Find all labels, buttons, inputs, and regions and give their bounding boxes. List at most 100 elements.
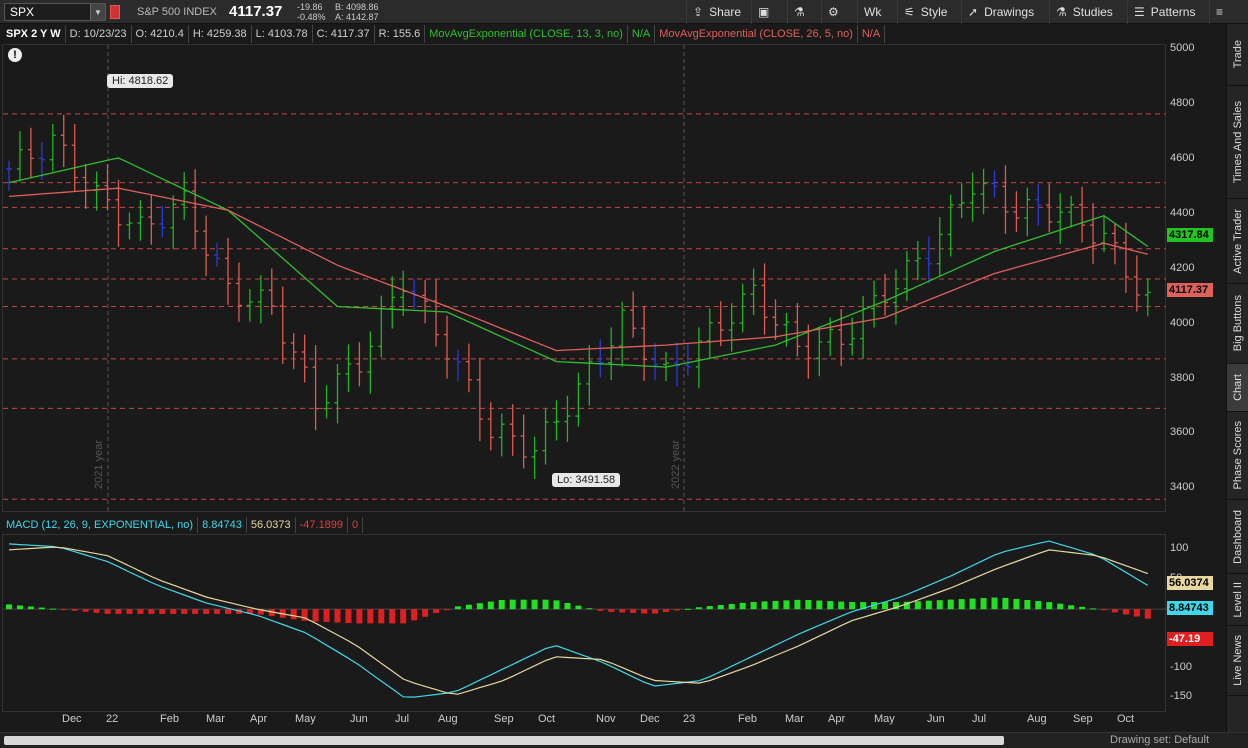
macd-histogram-bar (378, 609, 385, 624)
macd-histogram-bar (816, 600, 823, 610)
macd-histogram-bar (630, 609, 637, 613)
drawing-set-label[interactable]: Drawing set: Default (1110, 734, 1210, 746)
macd-histogram-bar (1046, 602, 1053, 610)
menu-icon: ≡ (1216, 5, 1224, 19)
legend-range: R: 155.6 (375, 25, 426, 43)
time-axis-label: Apr (250, 713, 268, 725)
macd-histogram-bar (433, 609, 440, 614)
legend-ema-fast[interactable]: MovAvgExponential (CLOSE, 13, 3, no) (425, 25, 628, 43)
macd-axis-label: -100 (1170, 660, 1193, 673)
sidebar-tab-level-ii[interactable]: Level II (1227, 574, 1248, 626)
sidebar-tab-trade[interactable]: Trade (1227, 24, 1248, 86)
macd-histogram-bar (1068, 605, 1075, 610)
chart-legend: SPX 2 Y W D: 10/23/23 O: 4210.4 H: 4259.… (2, 25, 886, 43)
symbol-input[interactable]: SPX ▼ (4, 3, 106, 21)
timeframe-button[interactable]: Wk (857, 0, 897, 24)
last-price: 4117.37 (229, 3, 283, 20)
macd-histogram-bar (6, 604, 12, 610)
sidebar-tab-phase-scores[interactable]: Phase Scores (1227, 412, 1248, 500)
menu-button[interactable]: ≡ (1209, 0, 1248, 24)
macd-histogram-bar (1111, 609, 1118, 613)
studies-button[interactable]: ⚗ Studies (1049, 0, 1127, 24)
macd-histogram-bar (641, 609, 648, 614)
time-axis-label: Apr (828, 713, 846, 725)
macd-histogram-bar (203, 609, 210, 614)
price-axis-label: 4000 (1170, 317, 1195, 329)
horizontal-scrollbar[interactable] (4, 736, 1004, 745)
price-chart[interactable] (2, 44, 1167, 513)
legend-ema-slow-value: N/A (858, 25, 886, 43)
sidebar-tab-label: Active Trader (1232, 208, 1244, 274)
lab-button[interactable]: ⚗ (787, 0, 821, 24)
macd-histogram-bar (257, 609, 264, 615)
patterns-button[interactable]: ☰ Patterns (1127, 0, 1209, 24)
link-indicator[interactable] (110, 5, 120, 19)
macd-histogram-bar (27, 606, 34, 610)
share-button[interactable]: ⇪ Share (686, 0, 750, 24)
legend-ema-fast-value: N/A (628, 25, 656, 43)
sidebar-tab-dashboard[interactable]: Dashboard (1227, 500, 1248, 574)
chevron-down-icon[interactable]: ▼ (90, 4, 105, 20)
macd-chart[interactable] (2, 534, 1167, 712)
macd-histogram-bar (1144, 609, 1151, 619)
screenshot-button[interactable]: ▣ (751, 0, 787, 24)
style-button[interactable]: ⚟ Style (897, 0, 961, 24)
alert-icon[interactable]: ! (8, 48, 22, 62)
ema-fast-line (8, 157, 1149, 368)
macd-histogram-bar (739, 602, 746, 610)
macd-histogram-bar (290, 609, 297, 620)
macd-histogram-bar (71, 609, 78, 611)
price-chart-svg (3, 45, 1167, 513)
macd-histogram-bar (1057, 603, 1064, 610)
sidebar-tab-label: Live News (1232, 635, 1244, 686)
drawings-button[interactable]: ➚ Drawings (961, 0, 1049, 24)
macd-histogram-bar (181, 609, 188, 614)
macd-histogram-bar (958, 599, 965, 610)
legend-ema-slow[interactable]: MovAvgExponential (CLOSE, 26, 5, no) (655, 25, 858, 43)
macd-diff-tag: -47.19 (1167, 632, 1213, 646)
price-axis-label: 4600 (1170, 152, 1195, 164)
ema-slow-line (8, 187, 1148, 352)
legend-close: C: 4117.37 (313, 25, 375, 43)
macd-histogram-bar (400, 609, 407, 624)
macd-title[interactable]: MACD (12, 26, 9, EXPONENTIAL, no) (2, 517, 199, 533)
macd-histogram-bar (969, 598, 976, 610)
macd-histogram-bar (487, 601, 494, 610)
macd-histogram-bar (137, 609, 144, 614)
macd-histogram-bar (1090, 608, 1097, 610)
time-axis-label: Aug (1027, 713, 1047, 725)
sidebar-tab-live-news[interactable]: Live News (1227, 626, 1248, 696)
bottom-bar: Drawing set: Default (0, 732, 1248, 748)
settings-button[interactable]: ⚙ (821, 0, 857, 24)
macd-histogram-bar (214, 609, 221, 614)
time-axis-label: Dec (640, 713, 660, 725)
macd-avg-tag: 56.0374 (1167, 576, 1213, 590)
macd-histogram-bar (1035, 601, 1042, 610)
sidebar-tab-chart[interactable]: Chart (1227, 364, 1248, 412)
macd-histogram-bar (148, 609, 155, 614)
macd-histogram-bar (126, 609, 133, 614)
sidebar-tab-big-buttons[interactable]: Big Buttons (1227, 284, 1248, 364)
macd-histogram-bar (465, 604, 472, 610)
sidebar-tab-active-trader[interactable]: Active Trader (1227, 199, 1248, 284)
macd-histogram-bar (761, 601, 768, 610)
time-axis-label: Oct (1117, 713, 1135, 725)
macd-histogram-bar (454, 606, 461, 610)
macd-histogram-bar (334, 609, 341, 623)
chart-title[interactable]: SPX 2 Y W (2, 25, 66, 43)
time-axis-label: 23 (683, 713, 696, 725)
macd-histogram-bar (38, 607, 45, 610)
macd-histogram-bar (389, 609, 396, 624)
sidebar-tab-times-and-sales[interactable]: Times And Sales (1227, 86, 1248, 199)
macd-histogram-bar (706, 606, 713, 610)
macd-histogram-bar (597, 609, 604, 611)
macd-histogram-bar (903, 601, 910, 610)
legend-low: L: 4103.78 (252, 25, 313, 43)
macd-histogram-bar (586, 608, 593, 610)
macd-histogram-bar (673, 609, 680, 611)
macd-histogram-bar (93, 609, 100, 613)
bid-ask: B: 4098.86 A: 4142.87 (335, 2, 379, 22)
time-axis-label: Nov (596, 713, 616, 725)
macd-histogram-bar (980, 598, 987, 610)
symbol-text: SPX (10, 5, 35, 19)
